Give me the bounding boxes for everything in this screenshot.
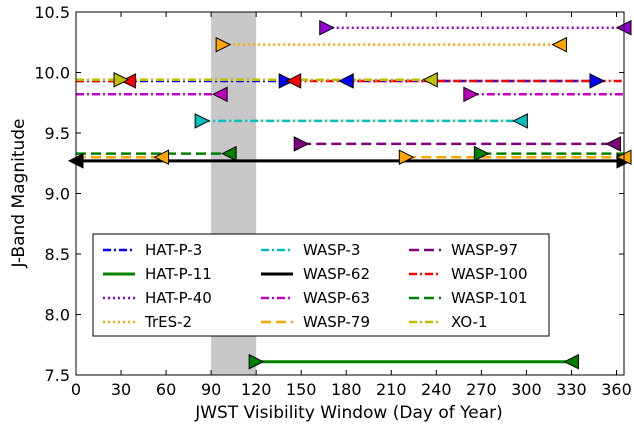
marker-wasp-3 xyxy=(512,113,528,129)
legend-label: HAT-P-3 xyxy=(145,241,202,259)
marker-wasp-97 xyxy=(605,136,621,152)
legend-label: WASP-101 xyxy=(451,289,528,307)
x-tick-label: 360 xyxy=(601,380,632,399)
y-tick-label: 7.5 xyxy=(45,366,70,385)
x-tick-label: 270 xyxy=(466,380,497,399)
legend-label: HAT-P-40 xyxy=(145,289,212,307)
marker-wasp-79 xyxy=(398,149,415,166)
x-tick-label: 210 xyxy=(376,380,407,399)
legend-label: WASP-79 xyxy=(303,313,370,331)
y-tick-label: 8.0 xyxy=(45,306,70,325)
y-tick-label: 8.5 xyxy=(45,245,70,264)
legend-box xyxy=(92,233,550,337)
legend: HAT-P-3 HAT-P-11 HAT-P-40 TrES-2 WASP-3 WASP-… xyxy=(92,233,550,337)
x-tick-label: 90 xyxy=(201,380,221,399)
marker-wasp-101 xyxy=(221,145,237,162)
x-axis-label: JWST Visibility Window (Day of Year) xyxy=(194,403,503,423)
marker-wasp-79 xyxy=(153,149,170,166)
x-tick-label: 180 xyxy=(331,380,362,399)
marker-hat-p-3 xyxy=(589,73,606,89)
marker-xo-1 xyxy=(422,71,438,88)
marker-wasp-97 xyxy=(293,136,310,152)
y-tick-label: 9.5 xyxy=(45,124,70,143)
x-tick-label: 0 xyxy=(71,380,81,399)
legend-label: TrES-2 xyxy=(144,313,192,331)
legend-label: XO-1 xyxy=(451,313,488,331)
marker-hat-p-11 xyxy=(563,353,579,370)
x-tick-label: 60 xyxy=(156,380,176,399)
x-tick-label: 120 xyxy=(241,380,272,399)
y-axis-label: J-Band Magnitude xyxy=(9,118,29,268)
marker-xo-1 xyxy=(113,71,130,88)
marker-hat-p-3 xyxy=(338,73,354,89)
marker-tres-2 xyxy=(215,36,232,53)
plot-layer: 0 30 60 90 120 150 180 210 240 270 300 330 360 7.5 8.0… xyxy=(34,3,633,399)
legend-label: WASP-3 xyxy=(303,241,360,259)
x-tick-label: 240 xyxy=(421,380,452,399)
legend-label: WASP-63 xyxy=(303,289,370,307)
x-tick-label: 150 xyxy=(286,380,317,399)
x-tick-label: 300 xyxy=(511,380,542,399)
y-tick-label: 9.0 xyxy=(45,185,70,204)
legend-label: WASP-100 xyxy=(451,265,528,283)
marker-wasp-100 xyxy=(120,73,137,89)
marker-wasp-100 xyxy=(285,73,302,89)
x-tick-label: 330 xyxy=(556,380,587,399)
x-tick-label: 30 xyxy=(111,380,131,399)
marker-wasp-101 xyxy=(473,145,490,162)
legend-label: WASP-97 xyxy=(451,241,518,259)
marker-wasp-63 xyxy=(463,86,479,103)
marker-hat-p-11 xyxy=(248,353,265,370)
marker-tres-2 xyxy=(551,36,567,53)
y-tick-label: 10.0 xyxy=(34,64,70,83)
legend-label: HAT-P-11 xyxy=(145,265,212,283)
marker-wasp-3 xyxy=(194,113,211,129)
marker-wasp-63 xyxy=(212,86,228,103)
legend-label: WASP-62 xyxy=(303,265,370,283)
marker-hat-p-40 xyxy=(319,19,335,36)
y-tick-label: 10.5 xyxy=(34,3,70,22)
series-lines xyxy=(76,26,624,364)
